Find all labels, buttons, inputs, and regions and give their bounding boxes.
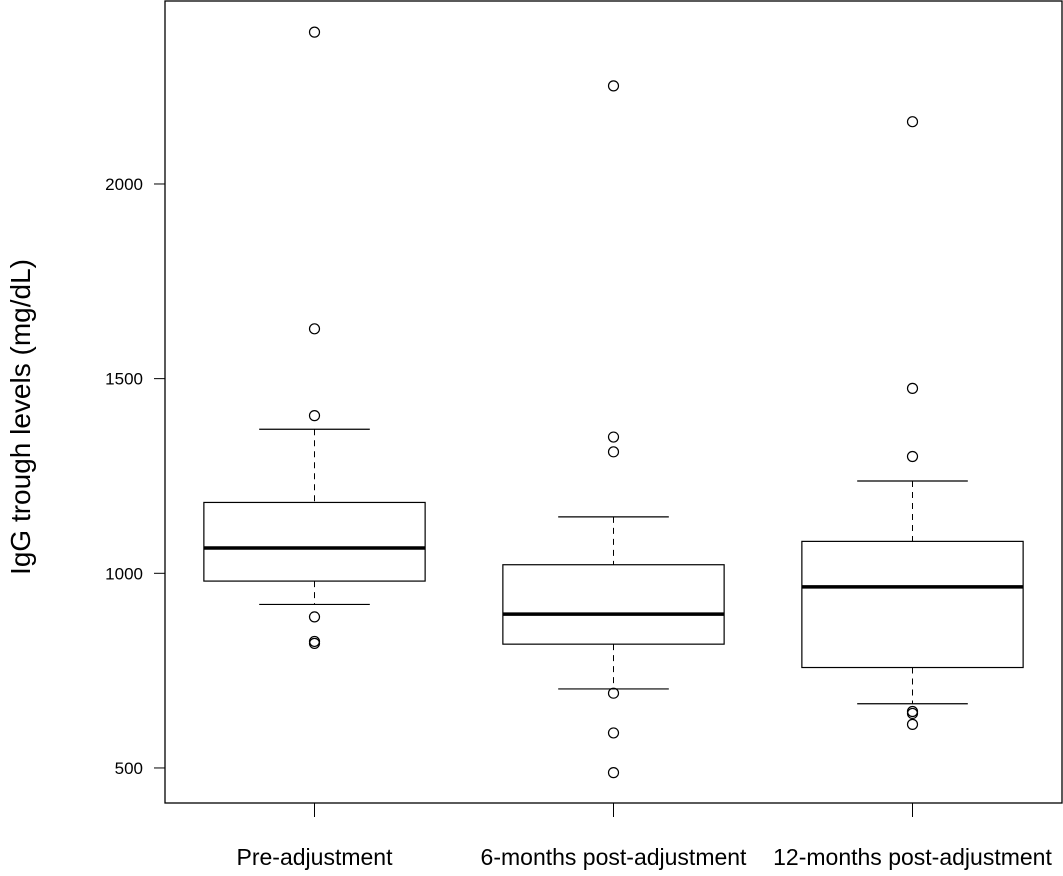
outlier-point — [607, 767, 620, 779]
outlier-point — [607, 446, 620, 458]
outlier-point — [906, 382, 919, 394]
x-tick-label: 12-months post-adjustment — [773, 844, 1052, 870]
y-tick-label: 1500 — [105, 370, 143, 389]
outlier-point — [607, 80, 620, 92]
y-tick-label: 2000 — [105, 175, 143, 194]
x-tick-label: Pre-adjustment — [237, 844, 394, 870]
outlier-point — [607, 431, 620, 443]
iqr-box — [203, 501, 426, 582]
outlier-point — [308, 410, 321, 422]
outlier-point — [308, 611, 321, 623]
outlier-point — [607, 727, 620, 739]
box-series — [203, 26, 1024, 779]
x-tick-label: 6-months post-adjustment — [481, 844, 748, 870]
y-axis-label: IgG trough levels (mg/dL) — [5, 259, 36, 575]
outlier-point — [906, 718, 919, 730]
outlier-point — [906, 450, 919, 463]
y-tick-label: 500 — [115, 759, 143, 778]
y-axis: 500 1000 1500 2000 — [105, 175, 165, 778]
y-tick-label: 1000 — [105, 564, 143, 583]
outlier-point — [906, 707, 919, 720]
outlier-point — [906, 116, 919, 128]
x-axis: Pre-adjustment 6-months post-adjustment 12… — [237, 803, 1052, 870]
outlier-point — [308, 323, 321, 335]
outlier-point — [308, 26, 321, 38]
outlier-point — [607, 687, 620, 699]
iqr-box — [502, 564, 725, 645]
outlier-point — [308, 637, 321, 649]
iqr-box — [801, 540, 1024, 669]
